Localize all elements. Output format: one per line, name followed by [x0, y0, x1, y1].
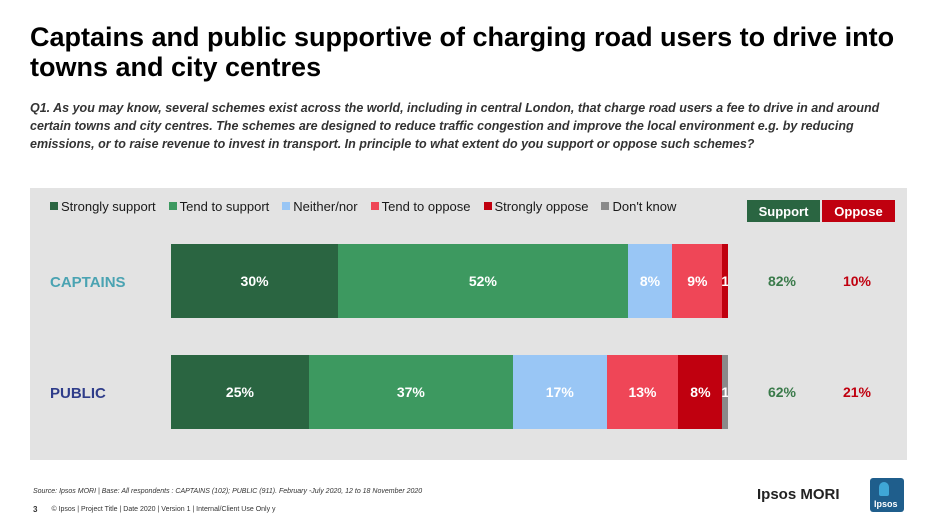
legend-item-tend-to-oppose: Tend to oppose [370, 198, 471, 214]
net-support-value: 62% [767, 384, 797, 400]
chart-legend: Strongly support Tend to support Neither/n… [50, 197, 689, 215]
ipsos-logo: Ipsos [870, 478, 904, 512]
row-label-captains: CAPTAINS [50, 274, 126, 291]
legend-label: Strongly oppose [494, 198, 589, 214]
legend-item-strongly-support: Strongly support [50, 199, 156, 214]
legend-item-tend-to-support: Tend to support [168, 198, 270, 214]
footer-text: © Ipsos | Project Title | Date 2020 | Ve… [51, 506, 276, 513]
row-label-public: PUBLIC [50, 385, 106, 402]
net-oppose-value: 21% [842, 384, 872, 400]
oppose-header: Oppose [822, 200, 895, 222]
brand-name: Ipsos MORI [757, 486, 840, 503]
bar-segment-strongly-support: 30% [171, 244, 339, 318]
logo-mark-icon [879, 482, 889, 496]
footer-meta: 3 © Ipsos | Project Title | Date 2020 | … [33, 505, 276, 514]
bar-segment-tend-to-oppose: 13% [606, 355, 679, 429]
net-oppose-value: 10% [842, 273, 872, 289]
legend-swatch [168, 202, 177, 210]
legend-swatch [282, 202, 291, 210]
net-support-value: 82% [767, 273, 797, 289]
legend-label: Don't know [612, 198, 677, 214]
legend-swatch [601, 202, 610, 210]
page-number: 3 [33, 505, 38, 514]
bar-segment-dont-know: 1 [722, 355, 728, 429]
legend-label: Strongly support [61, 198, 156, 214]
legend-swatch [483, 202, 492, 210]
question-text: Q1. As you may know, several schemes exi… [30, 101, 880, 151]
legend-label: Tend to support [179, 198, 270, 214]
bar-segment-tend-to-support: 37% [308, 355, 513, 429]
logo-text: Ipsos [874, 499, 898, 509]
legend-item-strongly-oppose: Strongly oppose [483, 198, 589, 214]
legend-swatch [370, 202, 379, 210]
legend-label: Neither/nor [293, 198, 358, 214]
legend-item-dont-know: Don't know [601, 199, 676, 214]
bar-segment-neither-nor: 8% [627, 244, 673, 318]
bar-row-captains: 30% 52% 8% 9% 1 [171, 244, 728, 318]
support-header: Support [747, 200, 820, 222]
bar-segment-strongly-oppose: 1 [722, 244, 728, 318]
slide-title: Captains and public supportive of chargi… [30, 22, 895, 82]
bar-segment-strongly-support: 25% [171, 355, 309, 429]
bar-segment-tend-to-support: 52% [338, 244, 628, 318]
bar-segment-strongly-oppose: 8% [678, 355, 723, 429]
source-note: Source: Ipsos MORI | Base: All responden… [33, 488, 423, 495]
bar-row-public: 25% 37% 17% 13% 8% 1 [171, 355, 728, 429]
legend-item-neither-nor: Neither/nor [282, 198, 358, 214]
bar-segment-tend-to-oppose: 9% [672, 244, 723, 318]
legend-swatch [50, 202, 58, 210]
bar-segment-neither-nor: 17% [512, 355, 607, 429]
legend-label: Tend to oppose [381, 198, 471, 214]
